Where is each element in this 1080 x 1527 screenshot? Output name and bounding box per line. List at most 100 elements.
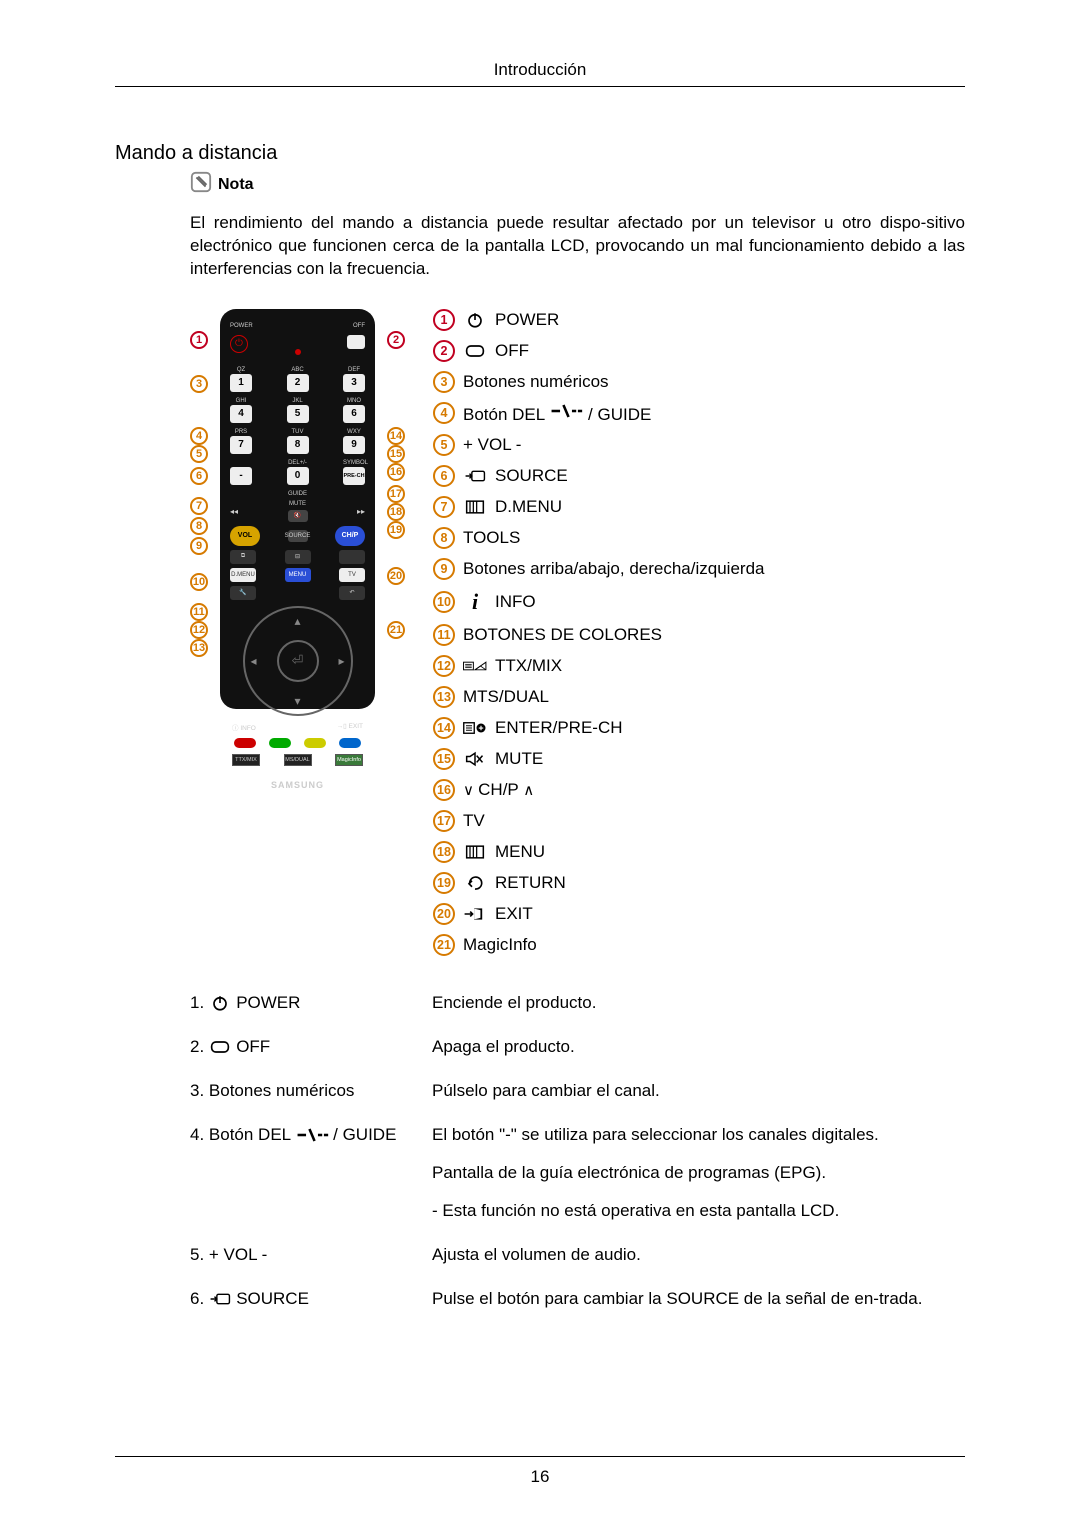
note-label: Nota [218, 176, 254, 194]
legend-item-19: 19 RETURN [433, 872, 965, 894]
legend-badge: 12 [433, 655, 455, 677]
desc-label: 5. + VOL - [190, 1245, 420, 1265]
callout-11: 11 [190, 603, 208, 621]
legend-item-9: 9 Botones arriba/abajo, derecha/izquierd… [433, 558, 965, 580]
dash-icon [295, 1126, 329, 1144]
legend-badge: 15 [433, 748, 455, 770]
off-icon [208, 1040, 232, 1054]
legend-badge: 18 [433, 841, 455, 863]
remote-info-lbl: ⓘ INFO [232, 722, 256, 732]
desc-label: 2. OFF [190, 1037, 420, 1057]
note-text: El rendimiento del mando a distancia pue… [190, 212, 965, 281]
remote-return-btn: ↶ [339, 586, 365, 600]
legend-text: D.MENU [495, 497, 562, 517]
callout-12: 12 [190, 621, 208, 639]
legend-badge: 10 [433, 591, 455, 613]
callout-20: 20 [387, 567, 405, 585]
remote-power-button: ⏻ [230, 335, 248, 353]
desc-row-6.: 6. SOURCEPulse el botón para cambiar la … [190, 1289, 965, 1309]
return-icon [463, 874, 487, 892]
legend-badge: 3 [433, 371, 455, 393]
legend-text: ∨ CH/P ∧ [463, 780, 534, 800]
legend-badge: 9 [433, 558, 455, 580]
remote-menu-btn: MENU [285, 568, 311, 582]
remote-numpad-8: 8 [287, 436, 309, 454]
legend-text: TV [463, 811, 485, 831]
legend-item-5: 5 + VOL - [433, 434, 965, 456]
header-chapter: Introducción [115, 60, 965, 87]
power-icon [208, 994, 232, 1012]
remote-vol-pill: VOL [230, 526, 260, 546]
remote-numpad-3: 3 [343, 374, 365, 392]
legend-item-14: 14 ENTER/PRE-CH [433, 717, 965, 739]
legend-text: POWER [495, 310, 559, 330]
legend-item-16: 16 ∨ CH/P ∧ [433, 779, 965, 801]
source-icon [463, 469, 487, 483]
legend: 1 POWER2 OFF3 Botones numéricos4Botón DE… [433, 309, 965, 965]
exit-icon [463, 906, 487, 922]
legend-text: MENU [495, 842, 545, 862]
remote-dpad: ▴▾◂▸ ⏎ [243, 606, 353, 716]
remote-tools-btn: 🔧 [230, 586, 256, 600]
desc-row-2.: 2. OFFApaga el producto. [190, 1037, 965, 1057]
remote-off-label: OFF [353, 323, 365, 329]
callout-8: 8 [190, 517, 208, 535]
remote-numpad-4: 4 [230, 405, 252, 423]
desc-text: Púlselo para cambiar el canal. [432, 1081, 965, 1101]
desc-row-3.: 3. Botones numéricosPúlselo para cambiar… [190, 1081, 965, 1101]
remote-power-label: POWER [230, 323, 253, 329]
legend-item-11: 11 BOTONES DE COLORES [433, 624, 965, 646]
callout-16: 16 [387, 463, 405, 481]
note-icon [190, 171, 212, 198]
legend-text: MTS/DUAL [463, 687, 549, 707]
page-number: 16 [115, 1456, 965, 1487]
legend-item-2: 2 OFF [433, 340, 965, 362]
legend-item-7: 7 D.MENU [433, 496, 965, 518]
legend-item-21: 21 MagicInfo [433, 934, 965, 956]
legend-text: BOTONES DE COLORES [463, 625, 662, 645]
legend-item-20: 20 EXIT [433, 903, 965, 925]
remote-numpad-0: 0 [287, 467, 309, 485]
legend-text: INFO [495, 592, 536, 612]
callout-6: 6 [190, 467, 208, 485]
legend-badge: 7 [433, 496, 455, 518]
menu-icon [463, 844, 487, 860]
legend-badge: 19 [433, 872, 455, 894]
legend-text: OFF [495, 341, 529, 361]
remote-mute-label: MUTE [289, 501, 306, 507]
legend-item-1: 1 POWER [433, 309, 965, 331]
callout-19: 19 [387, 521, 405, 539]
desc-label: 6. SOURCE [190, 1289, 420, 1309]
remote-body: POWER OFF ⏻ QZABCDEF123GHIJKLMNO456PRSTU… [220, 309, 375, 709]
legend-item-10: 10i INFO [433, 589, 965, 615]
remote-color-buttons [234, 738, 361, 748]
legend-text: TOOLS [463, 528, 520, 548]
desc-text: Ajusta el volumen de audio. [432, 1245, 965, 1265]
remote-small-btn: ⊟ [285, 550, 311, 564]
callout-17: 17 [387, 485, 405, 503]
remote-mute-btn: 🔇 [288, 510, 308, 522]
remote-numpad-5: 5 [287, 405, 309, 423]
ttx-icon [463, 658, 487, 674]
callout-3: 3 [190, 375, 208, 393]
legend-text: TTX/MIX [495, 656, 562, 676]
legend-item-13: 13 MTS/DUAL [433, 686, 965, 708]
remote-small-btn2 [339, 550, 365, 564]
callout-15: 15 [387, 445, 405, 463]
legend-badge: 17 [433, 810, 455, 832]
legend-badge: 21 [433, 934, 455, 956]
mid-section: 1345678910111213 21415161718192021 POWER… [190, 309, 965, 965]
remote-msdual: MS/DUAL [284, 754, 312, 766]
remote-chp-pill: CH/P [335, 526, 365, 546]
remote-numpad-1: 1 [230, 374, 252, 392]
callout-10: 10 [190, 573, 208, 591]
remote-numpad--: - [230, 467, 252, 485]
mute-icon [463, 751, 487, 767]
callout-1: 1 [190, 331, 208, 349]
legend-item-3: 3 Botones numéricos [433, 371, 965, 393]
legend-badge: 1 [433, 309, 455, 331]
note-row: Nota [190, 171, 965, 198]
legend-text: ENTER/PRE-CH [495, 718, 623, 738]
legend-badge: 20 [433, 903, 455, 925]
legend-badge: 16 [433, 779, 455, 801]
